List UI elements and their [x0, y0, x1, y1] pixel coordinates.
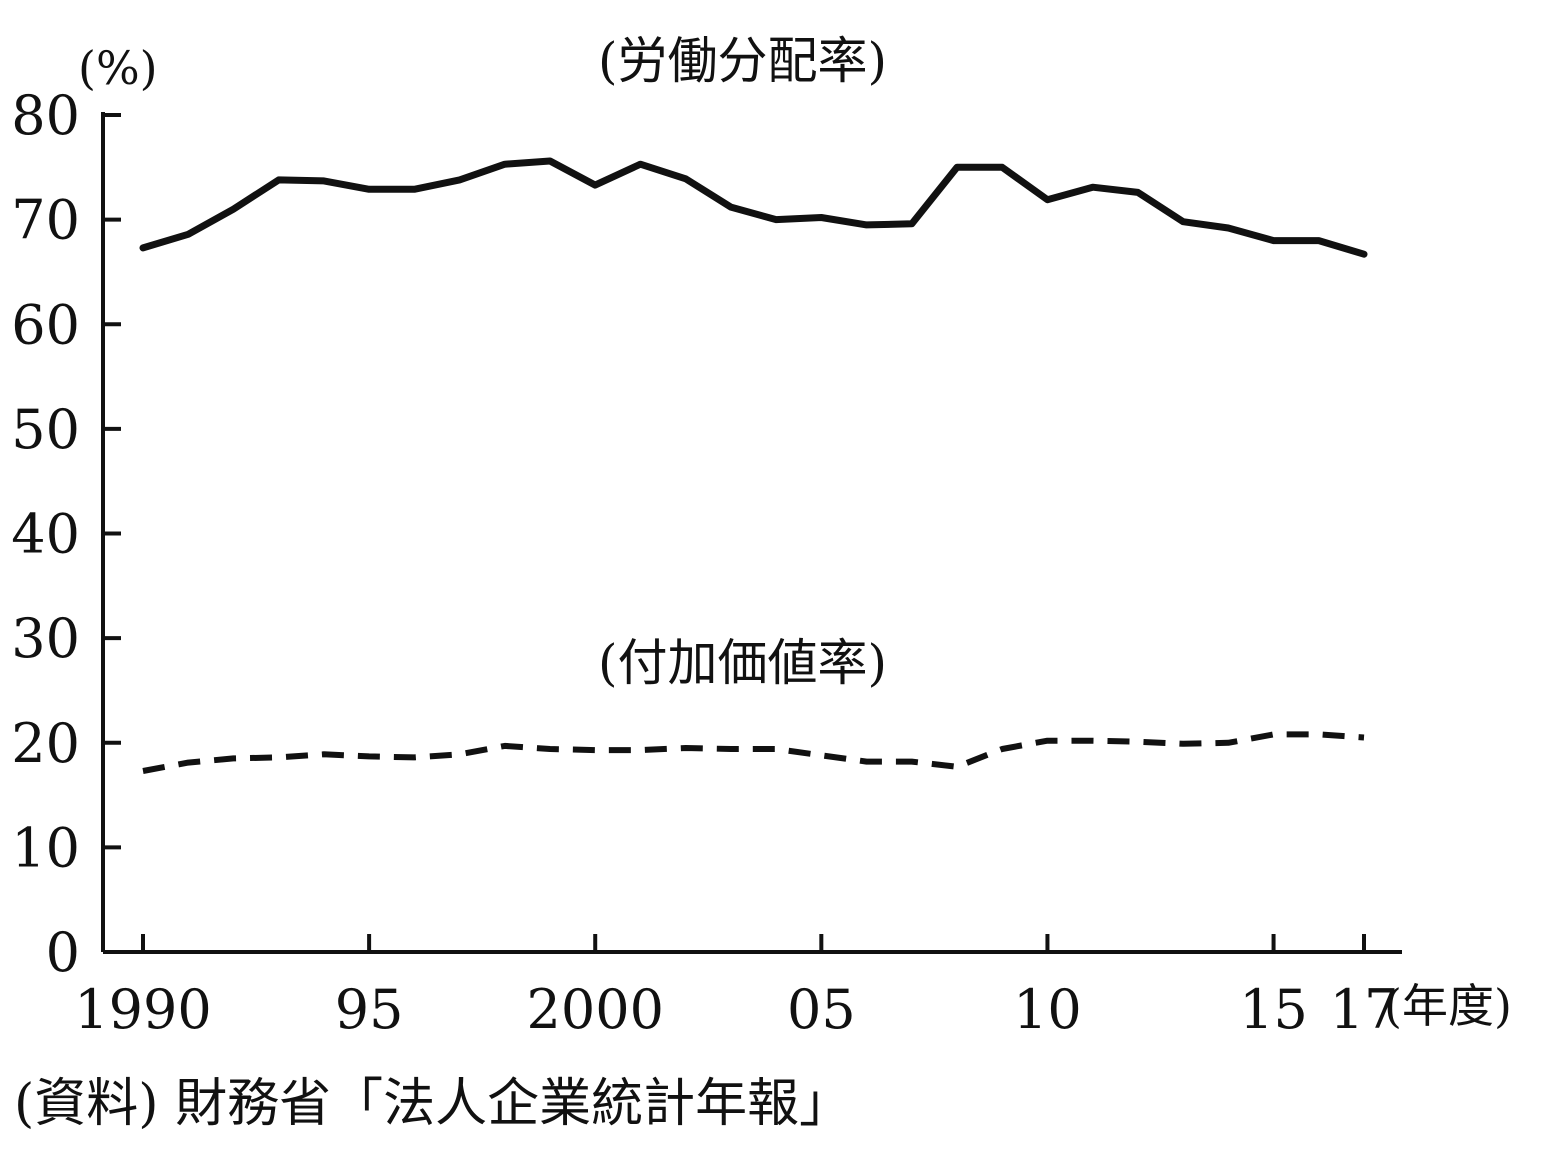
y-tick-label: 0 — [46, 921, 80, 984]
x-tick-label: 95 — [335, 978, 404, 1041]
y-tick-label: 10 — [11, 816, 80, 879]
x-axis: 1990 95 2000 05 10 15 17 (年度) — [74, 934, 1512, 1041]
y-tick-label: 60 — [11, 293, 80, 356]
x-ticks: 1990 95 2000 05 10 15 17 — [74, 934, 1398, 1041]
y-tick-label: 70 — [11, 189, 80, 252]
y-tick-label: 40 — [11, 503, 80, 566]
labor-share-line — [139, 157, 1368, 258]
x-tick-label: 10 — [1013, 978, 1082, 1041]
x-tick-label: 2000 — [527, 978, 664, 1041]
y-tick-label: 80 — [11, 84, 80, 147]
x-tick-label: 15 — [1239, 978, 1308, 1041]
value-added-ratio-line — [142, 731, 1365, 774]
y-ticks: 0 10 20 30 40 50 60 70 80 — [11, 84, 121, 984]
y-tick-label: 20 — [11, 712, 80, 775]
series-layer — [139, 157, 1368, 774]
source-note: (資料) 財務省「法人企業統計年報」 — [14, 1074, 851, 1134]
x-tick-label: 17 — [1330, 978, 1399, 1041]
x-tick-label: 05 — [787, 978, 856, 1041]
y-tick-label: 50 — [11, 398, 80, 461]
y-tick-label: 30 — [11, 607, 80, 670]
x-tick-label: 1990 — [74, 978, 211, 1041]
x-axis-unit-label: (年度) — [1384, 979, 1512, 1033]
labor-share-series-label: (労働分配率) — [598, 32, 887, 90]
value-added-ratio-series-label: (付加価値率) — [598, 634, 887, 692]
y-axis-unit-label: (%) — [78, 41, 158, 95]
y-axis: 0 10 20 30 40 50 60 70 80 (%) — [11, 41, 157, 984]
